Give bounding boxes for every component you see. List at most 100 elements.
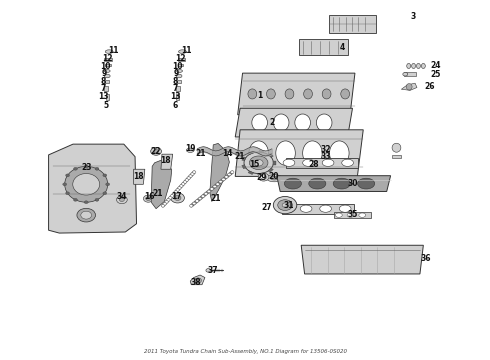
- Ellipse shape: [63, 183, 67, 186]
- Ellipse shape: [84, 165, 88, 168]
- Ellipse shape: [207, 190, 211, 193]
- Text: 38: 38: [191, 278, 201, 287]
- Ellipse shape: [105, 50, 113, 53]
- Ellipse shape: [244, 152, 273, 174]
- Text: 37: 37: [208, 266, 219, 275]
- Polygon shape: [49, 144, 137, 233]
- Ellipse shape: [174, 191, 177, 193]
- Ellipse shape: [161, 204, 165, 207]
- Ellipse shape: [392, 143, 401, 152]
- Ellipse shape: [416, 63, 420, 68]
- Ellipse shape: [252, 114, 268, 131]
- Ellipse shape: [106, 183, 110, 186]
- Text: 25: 25: [430, 70, 441, 79]
- Ellipse shape: [84, 201, 88, 204]
- Text: 35: 35: [347, 210, 358, 219]
- Text: 19: 19: [185, 144, 196, 153]
- Text: 34: 34: [117, 192, 127, 201]
- Ellipse shape: [358, 178, 375, 189]
- Text: 7: 7: [173, 84, 178, 93]
- Ellipse shape: [261, 175, 267, 179]
- Ellipse shape: [176, 189, 179, 191]
- Text: 2: 2: [269, 118, 274, 127]
- Ellipse shape: [120, 198, 124, 202]
- Polygon shape: [401, 83, 417, 90]
- Bar: [273, 161, 276, 165]
- Ellipse shape: [228, 173, 231, 176]
- Polygon shape: [151, 160, 172, 209]
- Text: 4: 4: [340, 43, 345, 52]
- Bar: [259, 173, 264, 175]
- Text: 23: 23: [81, 163, 92, 172]
- Ellipse shape: [347, 213, 354, 217]
- Text: 21: 21: [153, 189, 163, 198]
- Text: 9: 9: [174, 69, 179, 78]
- Ellipse shape: [222, 178, 225, 181]
- Ellipse shape: [309, 178, 326, 189]
- Ellipse shape: [278, 200, 293, 211]
- Ellipse shape: [231, 171, 234, 174]
- Ellipse shape: [317, 114, 332, 131]
- Text: 21: 21: [234, 152, 245, 161]
- Bar: [259, 150, 264, 153]
- Ellipse shape: [189, 175, 192, 177]
- Text: 10: 10: [172, 62, 183, 71]
- Text: 14: 14: [222, 149, 233, 158]
- Ellipse shape: [73, 174, 99, 195]
- Ellipse shape: [412, 63, 416, 68]
- Ellipse shape: [81, 211, 92, 219]
- Ellipse shape: [219, 180, 222, 183]
- Text: 31: 31: [284, 201, 294, 210]
- Ellipse shape: [172, 193, 175, 195]
- Ellipse shape: [183, 181, 187, 183]
- Ellipse shape: [117, 196, 127, 204]
- Ellipse shape: [95, 198, 99, 201]
- Text: 28: 28: [308, 161, 318, 170]
- Ellipse shape: [186, 148, 194, 152]
- Ellipse shape: [403, 72, 408, 76]
- Text: 32: 32: [320, 145, 331, 154]
- Ellipse shape: [282, 203, 288, 207]
- Ellipse shape: [300, 205, 312, 212]
- Ellipse shape: [267, 89, 275, 99]
- Ellipse shape: [191, 173, 194, 175]
- Ellipse shape: [178, 50, 186, 53]
- Text: 33: 33: [320, 152, 331, 161]
- Ellipse shape: [193, 202, 196, 205]
- Text: 27: 27: [262, 203, 272, 212]
- Ellipse shape: [178, 187, 181, 189]
- Text: 9: 9: [101, 69, 107, 78]
- Ellipse shape: [195, 278, 201, 283]
- Polygon shape: [161, 154, 172, 169]
- Ellipse shape: [190, 204, 193, 207]
- Polygon shape: [235, 108, 352, 137]
- Bar: [404, 72, 416, 76]
- Ellipse shape: [74, 167, 77, 170]
- Bar: [299, 40, 347, 55]
- Ellipse shape: [204, 193, 208, 195]
- Ellipse shape: [167, 199, 170, 201]
- Bar: [177, 58, 185, 61]
- Ellipse shape: [187, 177, 191, 179]
- Text: 30: 30: [347, 179, 358, 188]
- Ellipse shape: [104, 74, 110, 78]
- Polygon shape: [277, 176, 391, 192]
- Text: 13: 13: [98, 92, 109, 101]
- Ellipse shape: [206, 269, 211, 272]
- Ellipse shape: [165, 201, 168, 203]
- Ellipse shape: [267, 175, 282, 182]
- Bar: [175, 86, 179, 91]
- Ellipse shape: [176, 69, 182, 72]
- Text: 26: 26: [424, 82, 435, 91]
- Ellipse shape: [295, 114, 311, 131]
- Bar: [176, 81, 180, 83]
- Text: 6: 6: [173, 101, 178, 110]
- Ellipse shape: [281, 205, 293, 212]
- Ellipse shape: [104, 69, 110, 72]
- Ellipse shape: [216, 183, 220, 185]
- Bar: [104, 86, 108, 91]
- Text: 20: 20: [268, 172, 279, 181]
- Ellipse shape: [285, 89, 294, 99]
- Text: 21: 21: [210, 194, 221, 203]
- Ellipse shape: [421, 63, 425, 68]
